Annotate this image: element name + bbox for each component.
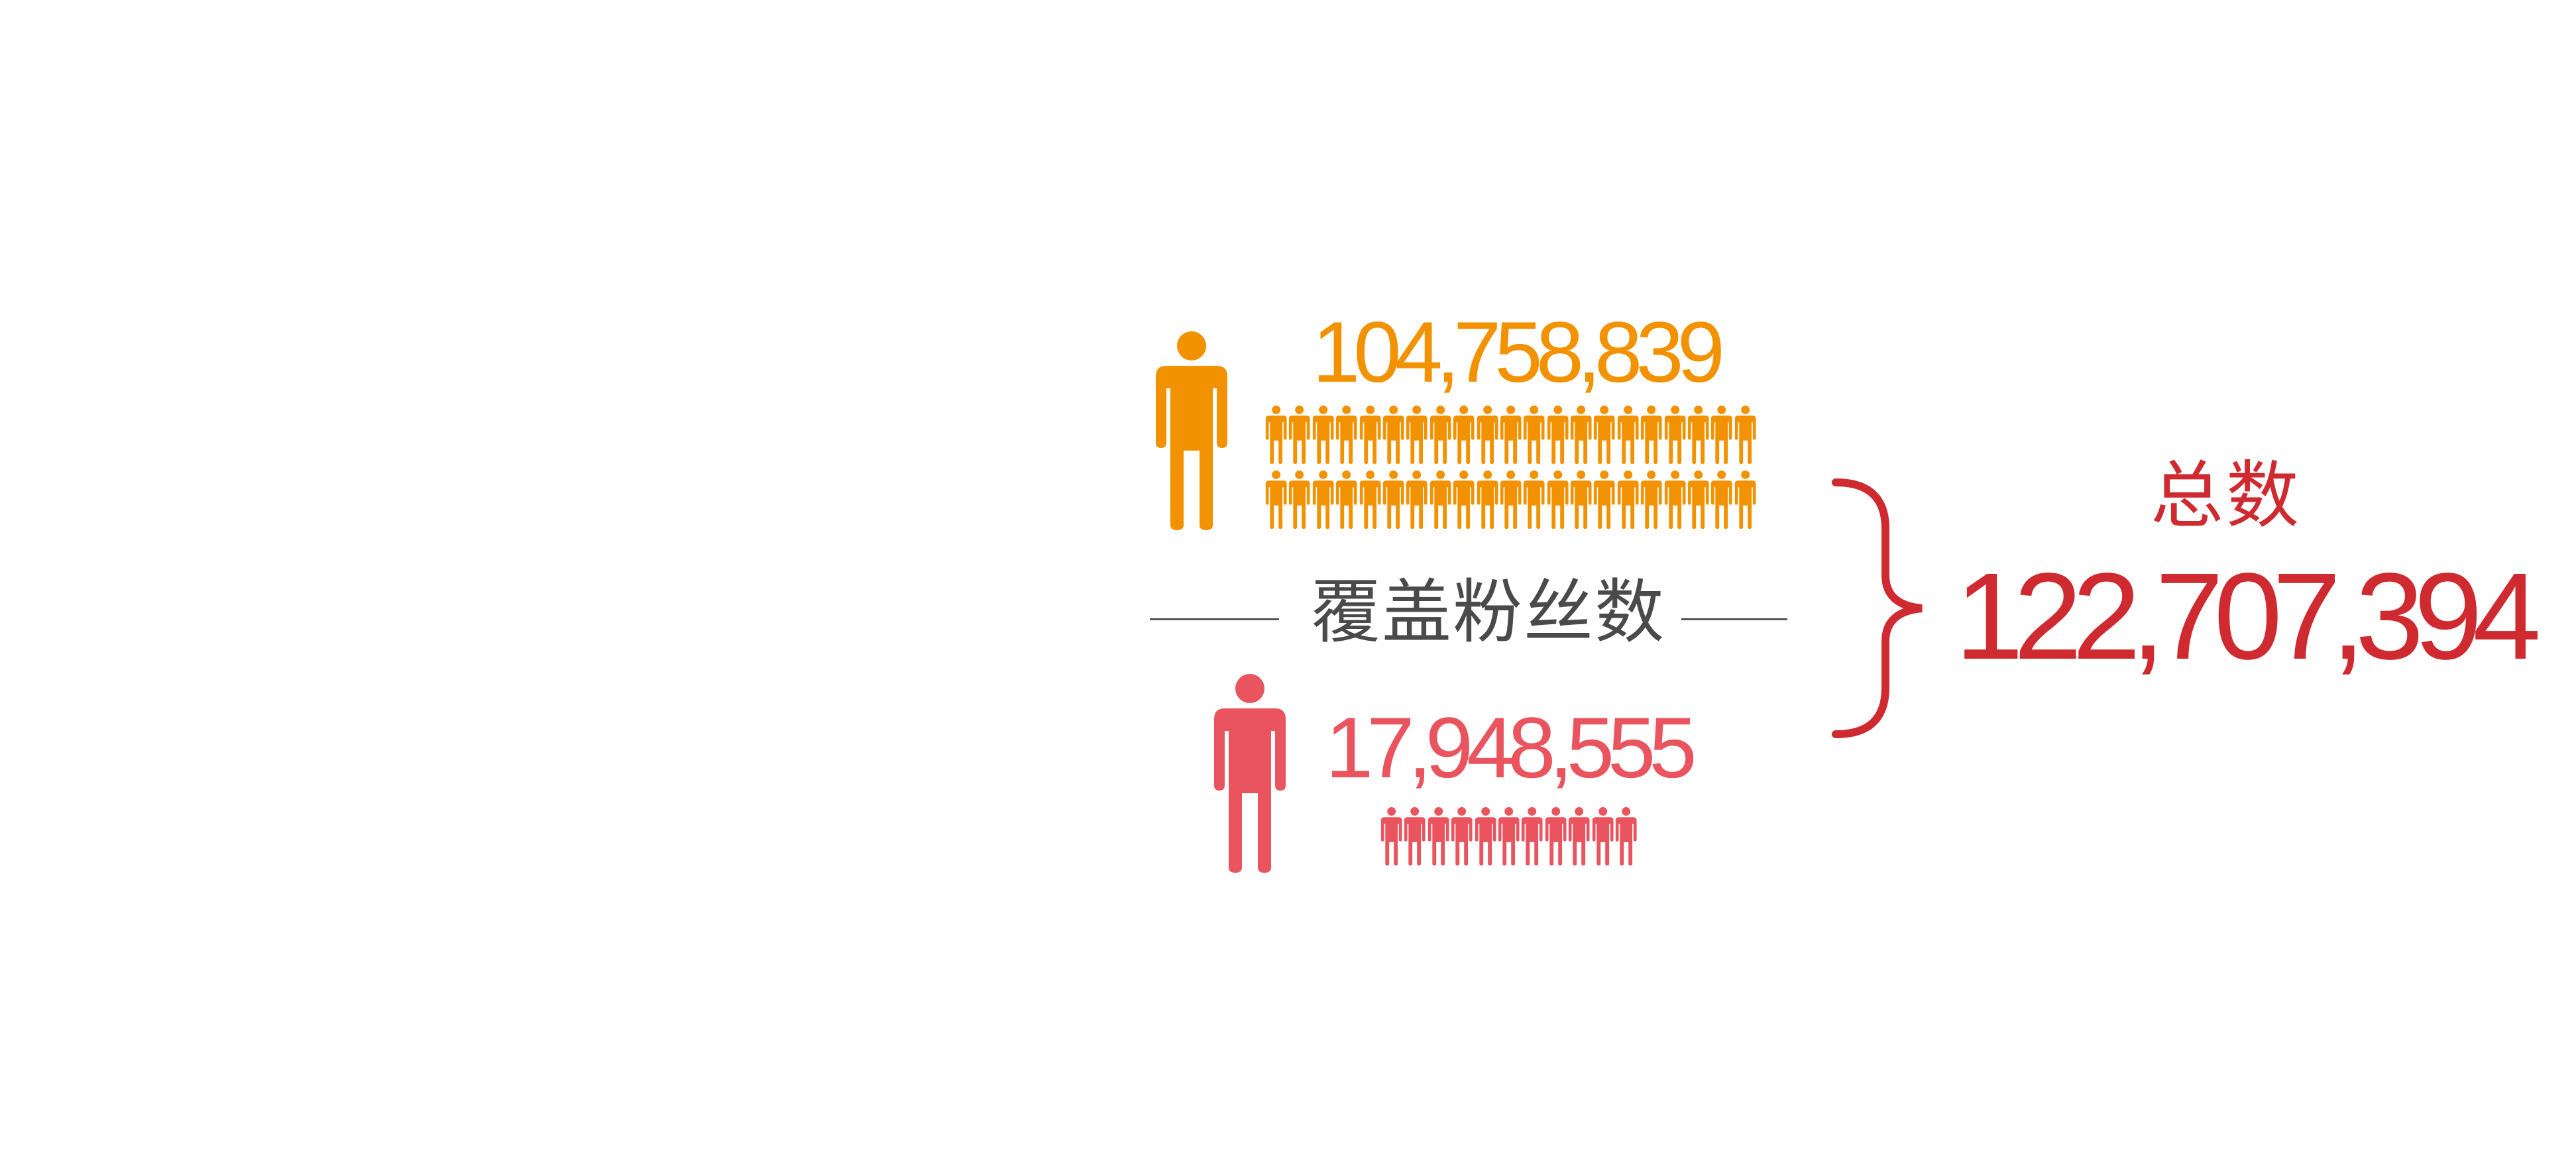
coverage-followers-label: 覆盖粉丝数 [1311,574,1666,651]
mini-person-icon [1477,406,1498,464]
pink-follower-count: 17,948,555 [1325,699,1697,796]
mini-person-icon [1336,470,1357,529]
mini-person-icon [1594,406,1616,464]
mini-person-icon [1711,406,1732,464]
total-value: 122,707,394 [1955,548,2541,685]
mini-person-icon [1429,470,1451,529]
divider-line-left [1150,618,1279,620]
mini-person-icon [1406,406,1428,464]
pink-mini-people-row [1380,807,1638,865]
mini-person-icon [1359,470,1381,529]
orange-person-icon [1152,331,1231,533]
mini-person-icon [1570,470,1592,529]
mini-person-icon [1664,470,1686,529]
mini-person-icon [1404,807,1426,865]
mini-person-icon [1475,807,1496,865]
orange-mini-people-row-1 [1264,406,1757,464]
mini-person-icon [1592,807,1614,865]
mini-person-icon [1641,470,1662,529]
mini-person-icon [1570,406,1592,464]
mini-person-icon [1568,807,1590,865]
orange-follower-count: 104,758,839 [1312,304,1725,400]
mini-person-icon [1594,470,1616,529]
mini-person-icon [1617,470,1639,529]
mini-person-icon [1336,406,1357,464]
divider-line-right [1681,618,1787,620]
mini-person-icon [1687,406,1709,464]
mini-person-icon [1500,470,1522,529]
mini-person-icon [1451,807,1473,865]
mini-person-icon [1547,406,1569,464]
mini-person-icon [1289,470,1310,529]
mini-person-icon [1524,406,1545,464]
mini-person-icon [1641,406,1662,464]
mini-person-icon [1477,470,1498,529]
mini-person-icon [1500,406,1522,464]
orange-mini-people-row-2 [1264,470,1757,529]
mini-person-icon [1498,807,1520,865]
mini-person-icon [1617,406,1639,464]
mini-person-icon [1711,470,1732,529]
mini-person-icon [1380,807,1402,865]
mini-person-icon [1359,406,1381,464]
mini-person-icon [1428,807,1449,865]
mini-person-icon [1289,406,1310,464]
pink-person-icon [1210,671,1290,879]
mini-person-icon [1664,406,1686,464]
curly-brace-icon [1822,476,1935,744]
mini-person-icon [1406,470,1428,529]
total-label: 总数 [2151,455,2302,537]
mini-person-icon [1734,406,1756,464]
mini-person-icon [1312,406,1334,464]
mini-person-icon [1453,470,1475,529]
mini-person-icon [1382,470,1404,529]
mini-person-icon [1524,470,1545,529]
mini-person-icon [1687,470,1709,529]
mini-person-icon [1615,807,1637,865]
mini-person-icon [1453,406,1475,464]
mini-person-icon [1522,807,1543,865]
mini-person-icon [1265,406,1287,464]
mini-person-icon [1429,406,1451,464]
mini-person-icon [1545,807,1567,865]
mini-person-icon [1312,470,1334,529]
mini-person-icon [1547,470,1569,529]
mini-person-icon [1734,470,1756,529]
mini-person-icon [1265,470,1287,529]
mini-person-icon [1382,406,1404,464]
